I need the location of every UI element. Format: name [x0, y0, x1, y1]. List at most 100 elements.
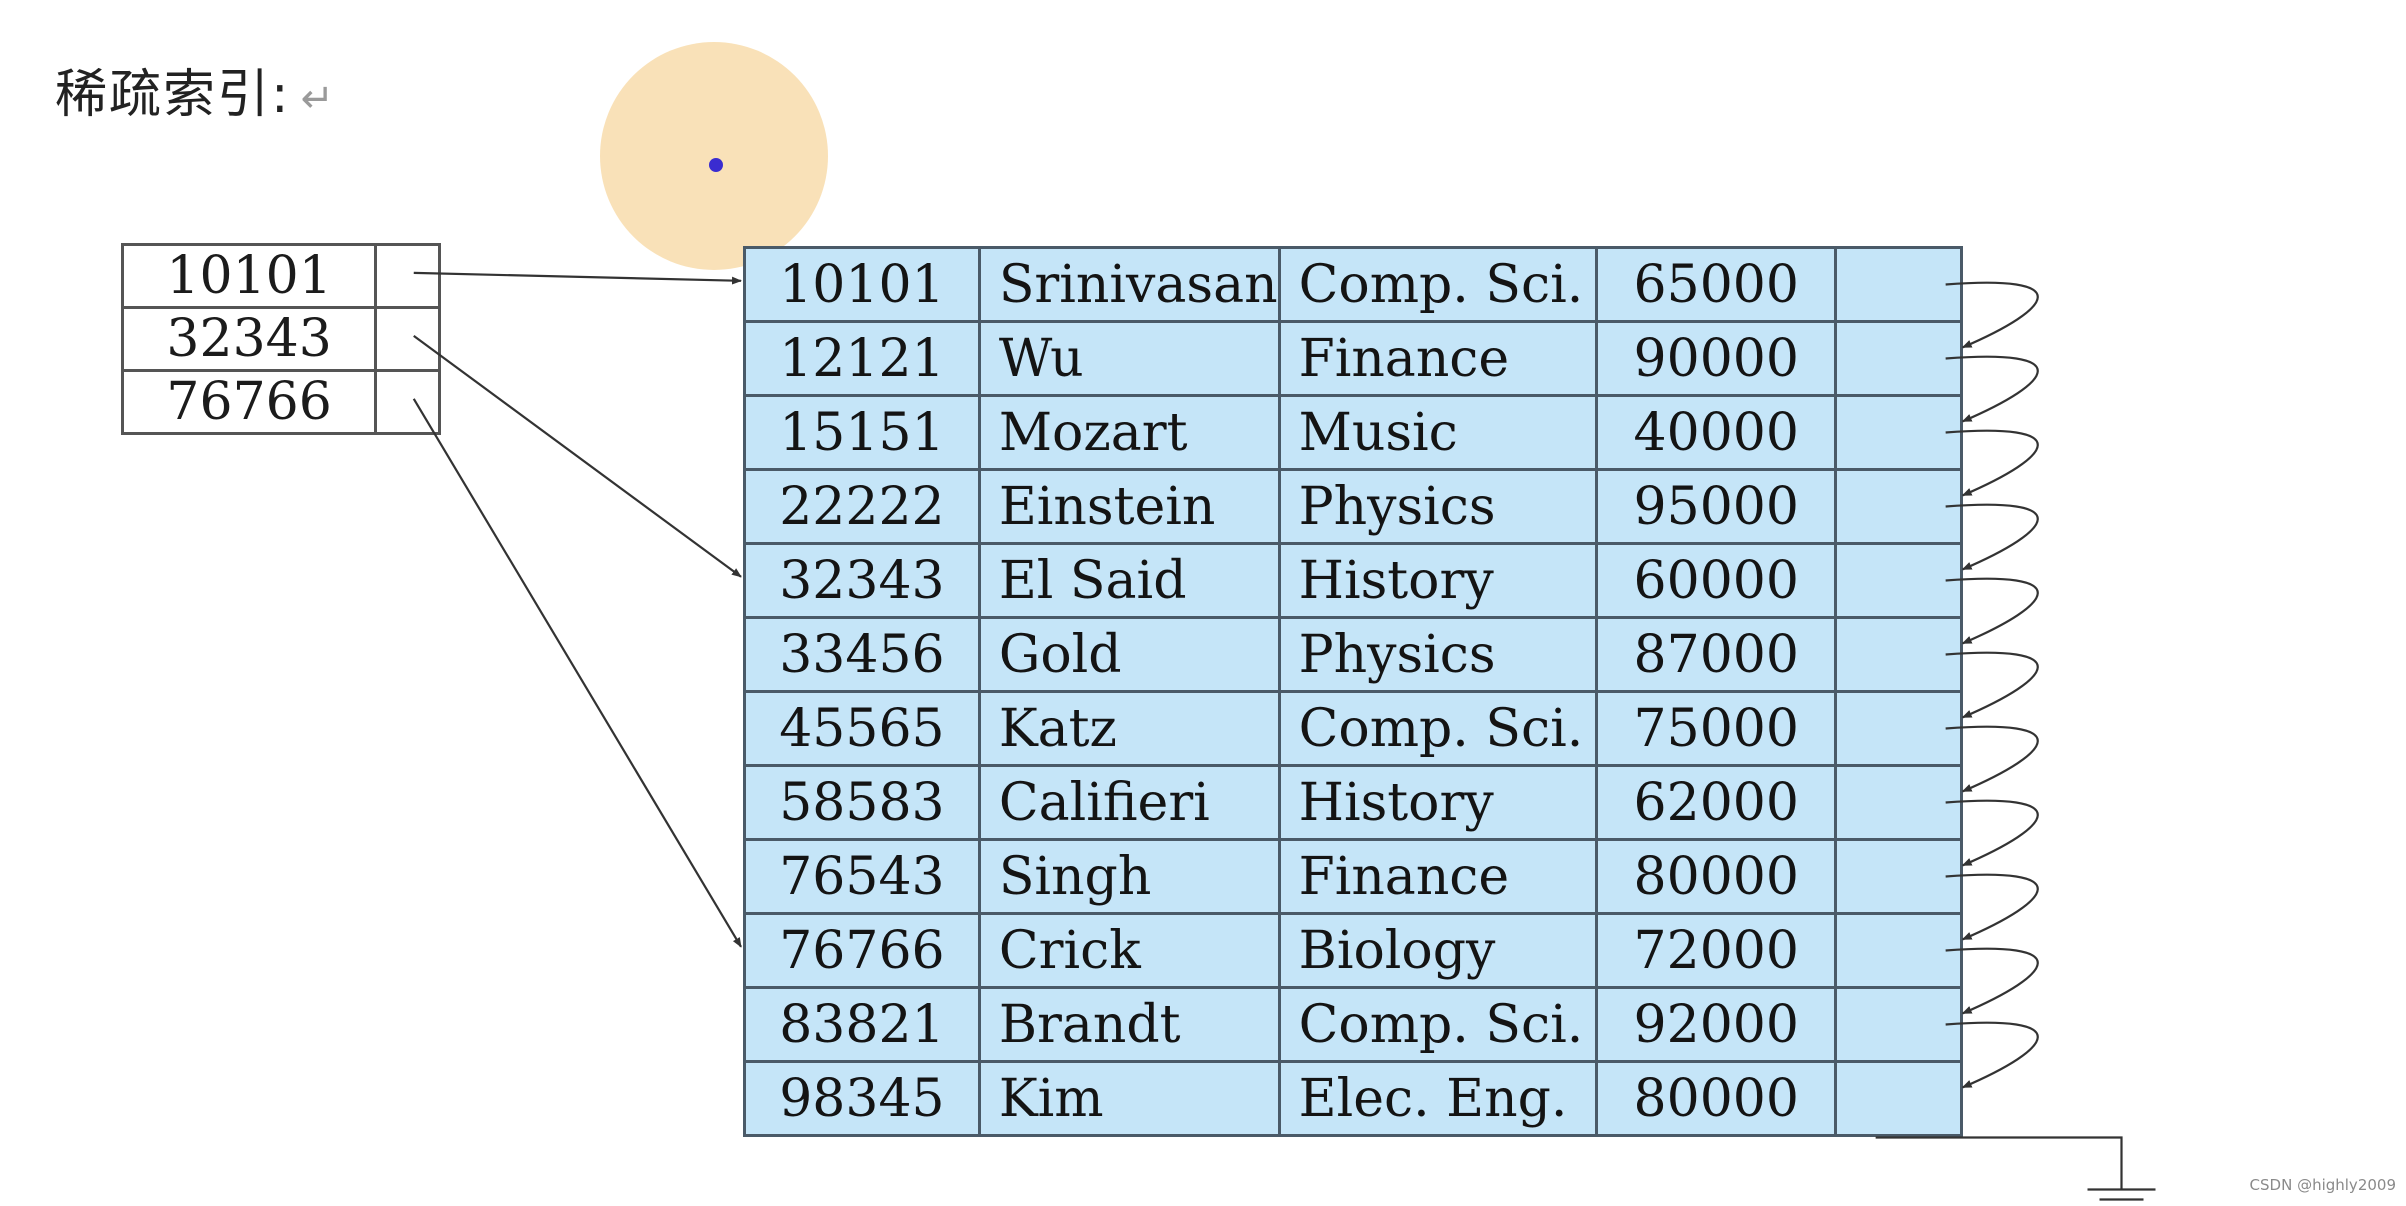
index-pointer-arrow	[412, 398, 742, 948]
cursor-highlight	[600, 42, 828, 270]
instructor-records-table: 10101 Srinivasan Comp. Sci. 65000 12121 Wu Fin…	[743, 246, 1963, 1137]
record-name: Gold	[977, 616, 1281, 693]
index-entry: 10101	[120, 243, 441, 309]
record-pointer-cell	[1834, 986, 1963, 1063]
record-salary: 62000	[1595, 764, 1838, 841]
record-dept: Music	[1277, 394, 1599, 471]
record-row: 83821 Brandt Comp. Sci. 92000	[743, 986, 1963, 1063]
index-key: 10101	[120, 243, 378, 309]
record-dept: Comp. Sci.	[1277, 690, 1599, 767]
record-name: El Said	[977, 542, 1281, 619]
record-id: 76766	[743, 912, 981, 989]
record-id: 10101	[743, 246, 981, 323]
record-salary: 90000	[1595, 320, 1838, 397]
record-name: Singh	[977, 838, 1281, 915]
record-row: 98345 Kim Elec. Eng. 80000	[743, 1060, 1963, 1137]
record-chain-arrow	[1945, 651, 2039, 719]
record-name: Crick	[977, 912, 1281, 989]
record-salary: 92000	[1595, 986, 1838, 1063]
record-id: 76543	[743, 838, 981, 915]
record-dept: Biology	[1277, 912, 1599, 989]
record-chain-arrow	[1945, 725, 2039, 793]
mouse-cursor-icon	[709, 158, 723, 172]
record-dept: History	[1277, 542, 1599, 619]
record-pointer-cell	[1834, 1060, 1963, 1137]
record-row: 45565 Katz Comp. Sci. 75000	[743, 690, 1963, 767]
null-pointer-line	[1875, 1136, 2123, 1190]
index-pointer-cell	[374, 243, 441, 309]
index-key: 32343	[120, 306, 378, 372]
record-id: 83821	[743, 986, 981, 1063]
record-name: Mozart	[977, 394, 1281, 471]
record-name: Katz	[977, 690, 1281, 767]
record-salary: 60000	[1595, 542, 1838, 619]
record-dept: Finance	[1277, 838, 1599, 915]
record-salary: 72000	[1595, 912, 1838, 989]
record-chain-arrow	[1945, 947, 2039, 1015]
record-pointer-cell	[1834, 468, 1963, 545]
record-pointer-cell	[1834, 838, 1963, 915]
record-pointer-cell	[1834, 394, 1963, 471]
record-salary: 95000	[1595, 468, 1838, 545]
record-salary: 87000	[1595, 616, 1838, 693]
title-text: 稀疏索引:	[55, 65, 291, 125]
record-dept: History	[1277, 764, 1599, 841]
index-key: 76766	[120, 369, 378, 435]
record-id: 12121	[743, 320, 981, 397]
index-entry: 32343	[120, 306, 441, 372]
record-dept: Finance	[1277, 320, 1599, 397]
record-dept: Elec. Eng.	[1277, 1060, 1599, 1137]
record-row: 76766 Crick Biology 72000	[743, 912, 1963, 989]
page-title: 稀疏索引: ↵	[55, 52, 336, 127]
record-row: 15151 Mozart Music 40000	[743, 394, 1963, 471]
record-salary: 65000	[1595, 246, 1838, 323]
record-chain-arrow	[1945, 873, 2039, 941]
record-row: 32343 El Said History 60000	[743, 542, 1963, 619]
record-salary: 75000	[1595, 690, 1838, 767]
record-salary: 80000	[1595, 838, 1838, 915]
index-entry: 76766	[120, 369, 441, 435]
watermark-credit: CSDN @highly2009	[2249, 1176, 2396, 1194]
record-chain-arrow	[1945, 503, 2039, 571]
index-pointer-arrow	[413, 271, 742, 285]
record-name: Brandt	[977, 986, 1281, 1063]
record-pointer-cell	[1834, 246, 1963, 323]
record-dept: Physics	[1277, 616, 1599, 693]
record-id: 22222	[743, 468, 981, 545]
record-name: Wu	[977, 320, 1281, 397]
record-name: Srinivasan	[977, 246, 1281, 323]
record-row: 33456 Gold Physics 87000	[743, 616, 1963, 693]
record-id: 33456	[743, 616, 981, 693]
sparse-index-table: 10101 32343 76766	[120, 243, 441, 435]
record-chain-arrow	[1945, 429, 2039, 497]
record-id: 45565	[743, 690, 981, 767]
record-dept: Physics	[1277, 468, 1599, 545]
record-row: 22222 Einstein Physics 95000	[743, 468, 1963, 545]
record-salary: 80000	[1595, 1060, 1838, 1137]
record-pointer-cell	[1834, 764, 1963, 841]
record-chain-arrow	[1945, 355, 2039, 423]
record-dept: Comp. Sci.	[1277, 246, 1599, 323]
record-name: Kim	[977, 1060, 1281, 1137]
record-id: 58583	[743, 764, 981, 841]
record-row: 76543 Singh Finance 80000	[743, 838, 1963, 915]
record-dept: Comp. Sci.	[1277, 986, 1599, 1063]
record-name: Califieri	[977, 764, 1281, 841]
record-salary: 40000	[1595, 394, 1838, 471]
record-chain-arrow	[1945, 1021, 2039, 1089]
record-row: 10101 Srinivasan Comp. Sci. 65000	[743, 246, 1963, 323]
record-name: Einstein	[977, 468, 1281, 545]
record-pointer-cell	[1834, 912, 1963, 989]
return-mark: ↵	[300, 76, 337, 122]
record-chain-arrow	[1945, 281, 2039, 349]
record-chain-arrow	[1945, 577, 2039, 645]
index-pointer-cell	[374, 306, 441, 372]
record-row: 12121 Wu Finance 90000	[743, 320, 1963, 397]
index-pointer-arrow	[413, 334, 742, 578]
record-id: 15151	[743, 394, 981, 471]
record-chain-arrow	[1945, 799, 2039, 867]
record-row: 58583 Califieri History 62000	[743, 764, 1963, 841]
record-id: 98345	[743, 1060, 981, 1137]
record-id: 32343	[743, 542, 981, 619]
